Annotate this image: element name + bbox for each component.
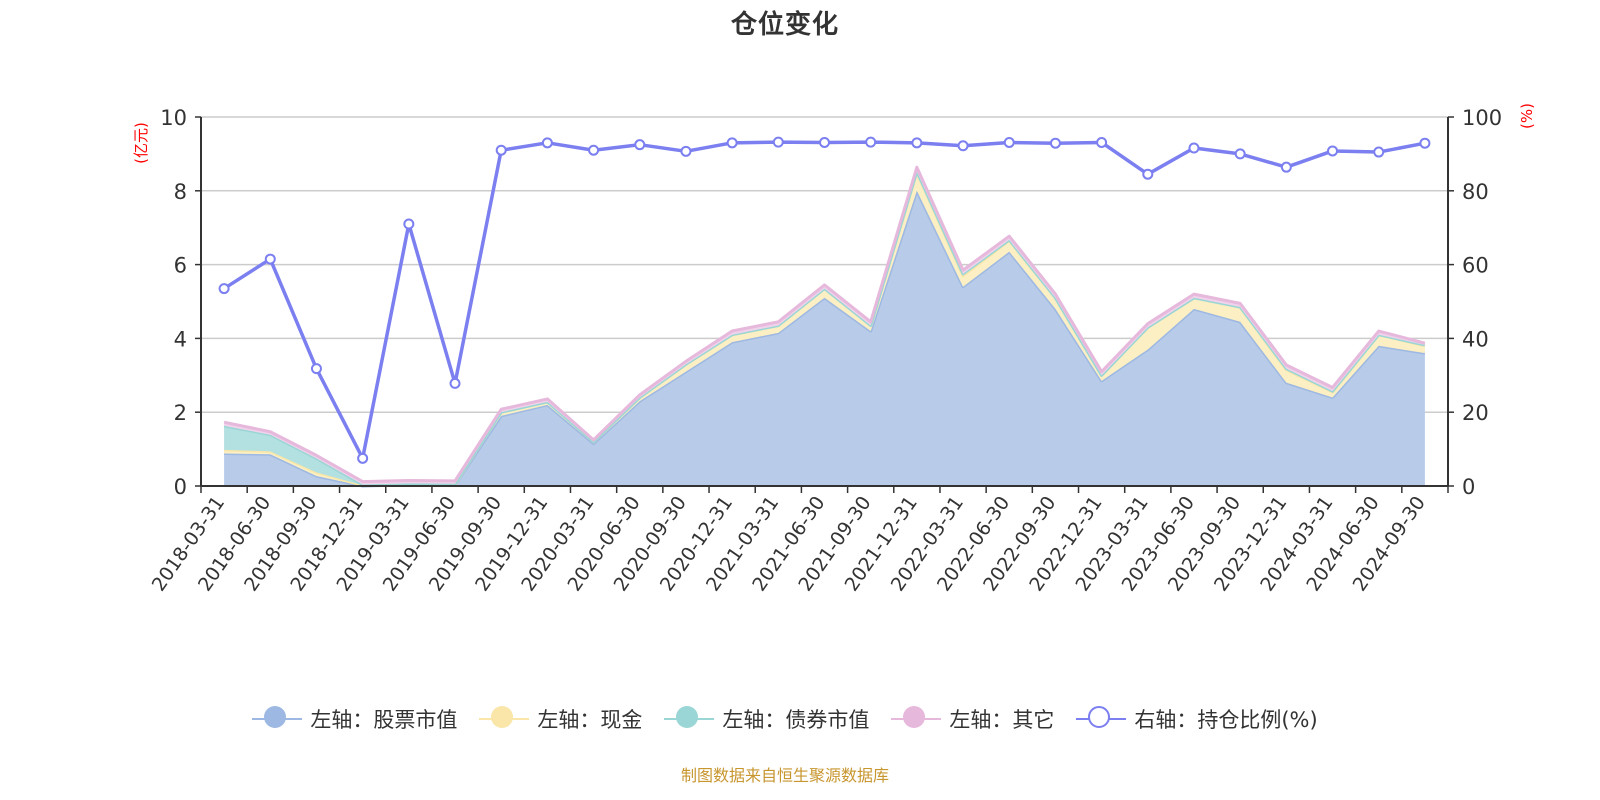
ratio-data-point[interactable] xyxy=(819,136,830,148)
ratio-data-point[interactable] xyxy=(1096,136,1108,148)
legend: 左轴：股票市值 左轴：现金 左轴：债券市值 左轴：其它 右轴：持仓比例(%) xyxy=(0,704,1570,734)
ratio-data-point[interactable] xyxy=(495,144,507,156)
left-axis-tick-label: 10 xyxy=(160,106,187,130)
right-axis-tick-label: 20 xyxy=(1462,401,1489,425)
left-axis-tick-label: 2 xyxy=(174,401,187,425)
legend-item-cash[interactable]: 左轴：现金 xyxy=(479,704,642,734)
legend-label: 左轴：现金 xyxy=(537,708,643,732)
legend-item-stock[interactable]: 左轴：股票市值 xyxy=(252,704,457,734)
ratio-data-point[interactable] xyxy=(588,144,600,156)
ratio-data-point[interactable] xyxy=(772,136,784,148)
legend-item-bond[interactable]: 左轴：债券市值 xyxy=(664,704,869,734)
ratio-data-point[interactable] xyxy=(1280,161,1292,173)
ratio-data-point[interactable] xyxy=(449,377,461,389)
legend-label: 左轴：其它 xyxy=(949,708,1055,732)
right-axis-unit: (%) xyxy=(1518,103,1536,129)
filled-circle-icon xyxy=(252,705,303,733)
filled-circle-icon xyxy=(479,705,530,733)
ratio-data-point[interactable] xyxy=(957,140,969,152)
ratio-data-point[interactable] xyxy=(1327,145,1339,157)
legend-item-other[interactable]: 左轴：其它 xyxy=(891,704,1054,734)
area-series xyxy=(224,190,1425,487)
legend-item-position-ratio[interactable]: 右轴：持仓比例(%) xyxy=(1076,704,1318,734)
right-axis-tick-label: 0 xyxy=(1462,475,1475,499)
right-axis-tick-label: 60 xyxy=(1462,254,1489,278)
filled-circle-icon xyxy=(664,705,715,733)
stacked-areas xyxy=(223,165,1426,488)
chart-title: 仓位变化 xyxy=(730,10,839,40)
left-axis-tick-label: 4 xyxy=(174,327,187,351)
ratio-data-point[interactable] xyxy=(865,136,877,148)
ratio-data-point[interactable] xyxy=(1234,148,1246,160)
position-ratio-line xyxy=(218,136,1431,464)
legend-label: 左轴：债券市值 xyxy=(722,708,870,732)
ratio-data-point[interactable] xyxy=(726,137,738,149)
ratio-data-point[interactable] xyxy=(1188,142,1200,154)
ratio-data-point[interactable] xyxy=(403,218,415,230)
right-axis-tick-label: 100 xyxy=(1462,106,1502,130)
left-axis-tick-label: 0 xyxy=(174,475,187,499)
ratio-data-point[interactable] xyxy=(1419,137,1431,149)
ratio-data-point[interactable] xyxy=(1003,136,1015,148)
data-source-note: 制图数据来自恒生聚源数据库 xyxy=(680,766,889,785)
ratio-data-point[interactable] xyxy=(264,253,276,265)
hollow-circle-icon xyxy=(1076,705,1127,733)
right-axis-tick-label: 40 xyxy=(1462,327,1489,351)
right-axis-tick-label: 80 xyxy=(1462,180,1489,204)
ratio-data-point[interactable] xyxy=(680,145,692,157)
area-series-edge xyxy=(223,165,1426,484)
ratio-data-point[interactable] xyxy=(218,283,230,295)
chart-plot-area: 02468100204060801002018-03-312018-06-302… xyxy=(132,103,1536,595)
legend-label: 右轴：持仓比例(%) xyxy=(1134,708,1318,732)
ratio-data-point[interactable] xyxy=(1142,168,1154,180)
left-axis-tick-label: 6 xyxy=(174,254,187,278)
ratio-data-point[interactable] xyxy=(1049,137,1061,149)
legend-label: 左轴：股票市值 xyxy=(310,708,458,732)
ratio-data-point[interactable] xyxy=(541,137,553,149)
ratio-data-point[interactable] xyxy=(310,363,322,375)
filled-circle-icon xyxy=(891,705,942,733)
ratio-data-point[interactable] xyxy=(357,452,369,464)
ratio-data-point[interactable] xyxy=(634,139,646,151)
left-axis-tick-label: 8 xyxy=(174,180,187,204)
ratio-data-point[interactable] xyxy=(1373,146,1385,158)
ratio-data-point[interactable] xyxy=(911,137,923,149)
left-axis-unit: (亿元) xyxy=(132,122,150,164)
